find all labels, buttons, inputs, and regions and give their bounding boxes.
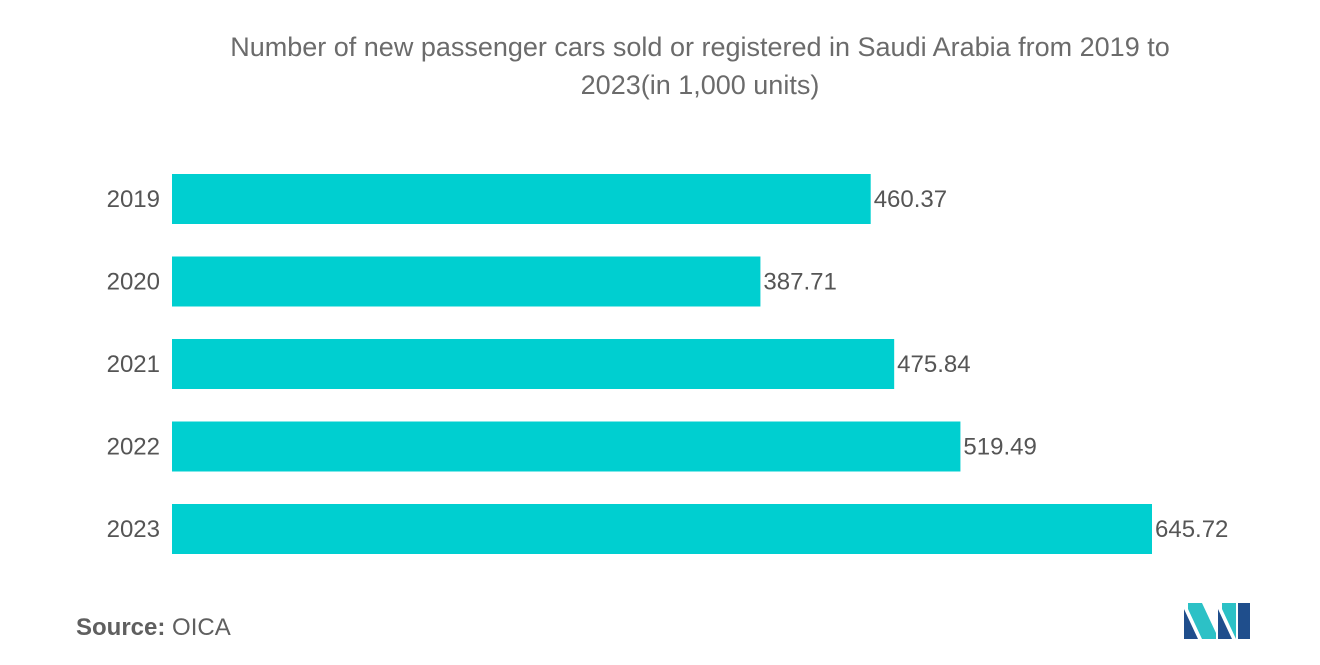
mordor-intelligence-logo-icon [1184,603,1250,639]
value-label: 519.49 [963,434,1036,461]
category-label: 2020 [107,269,160,296]
chart-title-line-2: 2023(in 1,000 units) [580,70,820,100]
source-value: OICA [172,614,231,641]
bar [172,421,961,472]
category-label: 2021 [107,351,160,378]
category-label: 2022 [107,434,160,461]
category-label: 2019 [107,186,160,213]
source-footer: Source: OICA [76,614,231,642]
chart-title: Number of new passenger cars sold or reg… [150,28,1250,104]
value-label: 387.71 [763,269,836,296]
value-label: 460.37 [874,186,947,213]
bar [172,174,871,224]
category-label: 2023 [107,516,160,543]
bar [172,339,895,389]
value-label: 645.72 [1155,516,1228,543]
bar [172,256,761,307]
source-label: Source: [76,614,166,641]
bar [172,504,1152,554]
value-label: 475.84 [897,351,970,378]
chart-title-line-1: Number of new passenger cars sold or reg… [230,32,1170,62]
